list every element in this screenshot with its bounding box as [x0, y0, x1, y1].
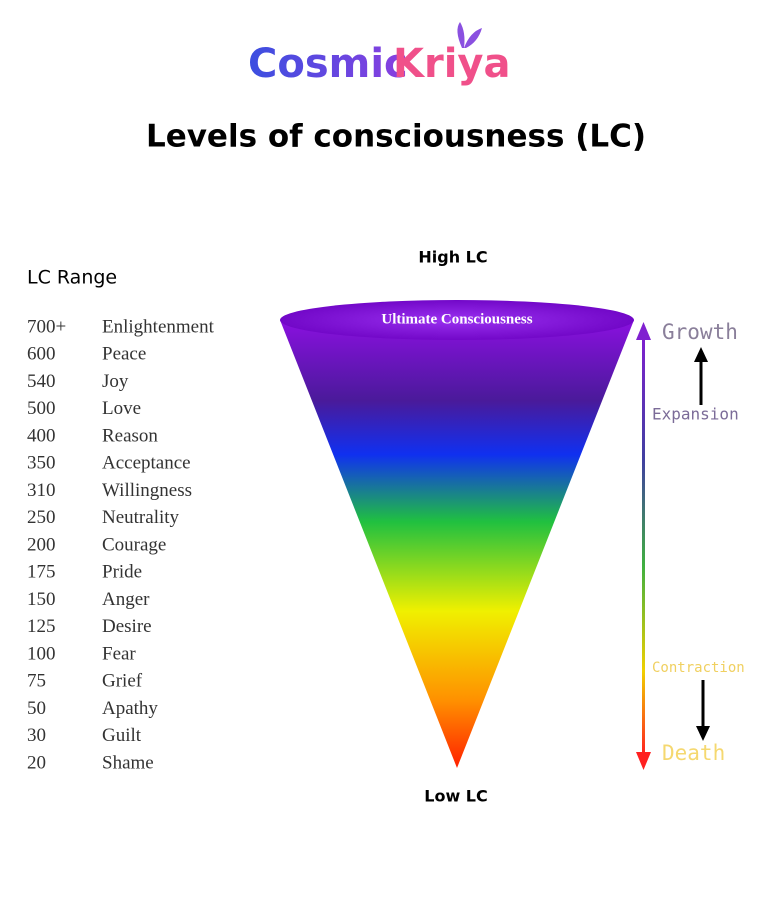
arrow-down-head	[636, 752, 651, 770]
level-name: Love	[102, 398, 141, 419]
logo: Cosmic Kriya	[248, 22, 511, 87]
butterfly-icon	[457, 22, 482, 48]
arrow-up-head	[636, 322, 651, 340]
range-value: 100	[27, 643, 56, 664]
level-name: Willingness	[102, 480, 192, 501]
funnel-label: Ultimate Consciousness	[381, 311, 532, 327]
level-name: Anger	[102, 589, 150, 610]
brand-second: Kriya	[393, 41, 511, 87]
range-value: 700+	[27, 316, 66, 337]
level-name: Fear	[102, 643, 136, 664]
range-value: 250	[27, 507, 56, 528]
level-name: Acceptance	[102, 453, 191, 474]
level-name: Desire	[102, 616, 152, 637]
range-value: 125	[27, 616, 56, 637]
range-value: 20	[27, 752, 46, 773]
range-value: 50	[27, 698, 46, 719]
range-table: 700+ Enlightenment 600 Peace 540 Joy 500 Love 40…	[27, 316, 215, 773]
funnel: Ultimate Consciousness	[280, 300, 634, 768]
level-name: Peace	[102, 344, 146, 365]
level-name: Neutrality	[102, 507, 180, 528]
range-value: 75	[27, 671, 46, 692]
range-value: 175	[27, 562, 56, 583]
range-value: 540	[27, 371, 56, 392]
level-name: Grief	[102, 671, 143, 692]
scale-arrow	[636, 322, 651, 770]
death-label: Death	[662, 741, 725, 765]
level-name: Guilt	[102, 725, 142, 746]
arrow-head	[694, 347, 708, 362]
range-value: 150	[27, 589, 56, 610]
level-name: Courage	[102, 534, 166, 555]
level-name: Shame	[102, 752, 154, 773]
range-value: 30	[27, 725, 46, 746]
range-value: 500	[27, 398, 56, 419]
level-name: Apathy	[102, 698, 158, 719]
high-label: High LC	[418, 248, 487, 267]
range-value: 350	[27, 453, 56, 474]
funnel-top	[280, 300, 634, 340]
range-header: LC Range	[27, 267, 117, 289]
range-value: 600	[27, 344, 56, 365]
low-label: Low LC	[424, 787, 487, 806]
level-name: Joy	[102, 371, 129, 392]
contraction-label: Contraction	[652, 660, 745, 676]
range-value: 310	[27, 480, 56, 501]
death-arrow	[696, 680, 710, 741]
funnel-body	[280, 320, 634, 768]
scale-line	[642, 335, 645, 755]
growth-arrow	[694, 347, 708, 405]
range-value: 400	[27, 425, 56, 446]
expansion-label: Expansion	[652, 405, 739, 424]
level-name: Pride	[102, 562, 142, 583]
range-value: 200	[27, 534, 56, 555]
growth-label: Growth	[662, 320, 738, 344]
level-name: Reason	[102, 425, 158, 446]
brand-first: Cosmic	[248, 41, 408, 87]
level-name: Enlightenment	[102, 316, 215, 337]
title: Levels of consciousness (LC)	[146, 119, 646, 155]
arrow-head	[696, 726, 710, 741]
